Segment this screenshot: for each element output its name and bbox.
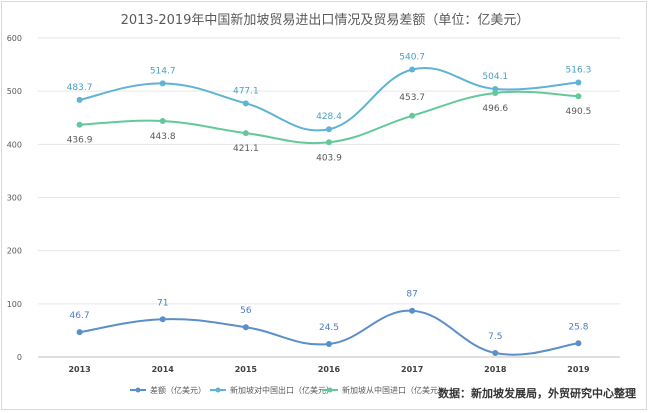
series-0-point-2019 — [575, 340, 582, 347]
grid-lines — [38, 37, 620, 358]
y-tick-label-600: 600 — [7, 34, 22, 43]
data-label-s0-2015: 56 — [240, 306, 252, 316]
series-1-point-2013 — [76, 96, 83, 103]
data-label-s2-2017: 453.7 — [399, 93, 425, 103]
data-label-s1-2016: 428.4 — [316, 112, 342, 122]
legend-swatch-dot-0 — [135, 387, 141, 393]
x-tick-label-2014: 2014 — [152, 365, 175, 374]
data-label-s1-2014: 514.7 — [150, 66, 176, 76]
series-0-point-2014 — [159, 316, 166, 323]
data-label-s1-2018: 504.1 — [482, 72, 508, 82]
y-tick-label-400: 400 — [7, 140, 22, 149]
legend-label-2: 新加坡从中国进口（亿美元） — [342, 385, 446, 395]
series-1-point-2017 — [409, 66, 416, 73]
data-label-s2-2015: 421.1 — [233, 144, 259, 154]
x-tick-label-2016: 2016 — [318, 365, 341, 374]
data-label-s2-2016: 403.9 — [316, 153, 342, 163]
y-axis-ticks: 0 100 200 300 400 500 600 — [7, 34, 22, 362]
data-label-s2-2019: 490.5 — [566, 107, 592, 117]
series-0-point-2013 — [76, 329, 83, 336]
series-2-point-2018 — [492, 89, 499, 96]
data-label-s2-2014: 443.8 — [150, 132, 176, 142]
legend-label-0: 差额（亿美元） — [150, 385, 206, 395]
series-2-point-2015 — [242, 130, 249, 137]
data-labels: 46.7 71 56 24.5 87 7.5 25.8 483.7 514.7 477.1 428.… — [67, 53, 592, 342]
data-label-s0-2016: 24.5 — [319, 323, 339, 333]
x-tick-label-2013: 2013 — [68, 365, 90, 374]
x-axis-ticks: 2013 2014 2015 2016 2017 2018 2019 — [68, 365, 590, 374]
data-label-s0-2013: 46.7 — [70, 311, 90, 321]
series-2-point-2016 — [326, 139, 332, 146]
legend: 差额（亿美元） 新加坡对中国出口（亿美元） 新加坡从中国进口（亿美元） — [130, 385, 446, 395]
series-1-point-2019 — [575, 79, 582, 86]
series-2-point-2014 — [159, 118, 166, 125]
series-1-point-2014 — [159, 80, 166, 87]
data-label-s1-2017: 540.7 — [399, 53, 425, 63]
series-1-point-2016 — [326, 126, 332, 133]
series-1-point-2015 — [242, 100, 249, 107]
series-0-point-2017 — [409, 307, 416, 314]
data-label-s1-2013: 483.7 — [67, 83, 93, 93]
data-label-s0-2018: 7.5 — [488, 332, 502, 342]
series-2-point-2013 — [76, 121, 83, 128]
series-2-point-2017 — [409, 112, 416, 119]
data-label-s1-2015: 477.1 — [233, 86, 259, 96]
series-0-point-2015 — [242, 324, 249, 331]
x-tick-label-2015: 2015 — [235, 365, 258, 374]
data-label-s0-2019: 25.8 — [568, 322, 588, 332]
data-label-s0-2017: 87 — [406, 290, 417, 300]
source-note: 数据：新加坡发展局，外贸研究中心整理 — [438, 387, 636, 400]
y-tick-label-0: 0 — [17, 353, 22, 362]
chart-title: 2013-2019年中国新加坡贸易进出口情况及贸易差额（单位：亿美元） — [120, 13, 530, 28]
x-tick-label-2018: 2018 — [484, 365, 507, 374]
y-tick-label-200: 200 — [7, 247, 22, 256]
series-2-point-2019 — [575, 93, 582, 100]
data-label-s0-2014: 71 — [157, 298, 168, 308]
series-lines — [76, 66, 582, 357]
legend-swatch-dot-1 — [215, 387, 221, 393]
legend-label-1: 新加坡对中国出口（亿美元） — [230, 385, 334, 395]
series-0-point-2016 — [326, 340, 332, 347]
series-0-point-2018 — [492, 350, 499, 357]
data-label-s2-2018: 496.6 — [482, 104, 508, 114]
data-label-s2-2013: 436.9 — [67, 136, 93, 146]
y-tick-label-100: 100 — [7, 300, 22, 309]
y-tick-label-300: 300 — [7, 194, 22, 203]
y-tick-label-500: 500 — [7, 87, 22, 96]
data-label-s1-2019: 516.3 — [566, 66, 592, 76]
x-tick-label-2017: 2017 — [401, 365, 423, 374]
legend-swatch-dot-2 — [327, 387, 333, 393]
x-tick-label-2019: 2019 — [567, 365, 590, 374]
